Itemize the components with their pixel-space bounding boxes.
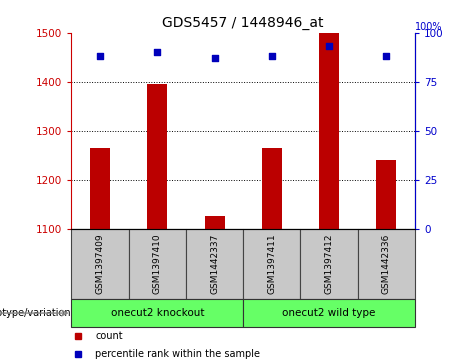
- Text: GSM1397412: GSM1397412: [325, 234, 334, 294]
- Text: GSM1442337: GSM1442337: [210, 234, 219, 294]
- Text: GSM1397410: GSM1397410: [153, 234, 162, 294]
- Text: GSM1397411: GSM1397411: [267, 234, 276, 294]
- Bar: [129, 229, 186, 299]
- Text: 100%: 100%: [415, 22, 443, 32]
- Text: GSM1397409: GSM1397409: [95, 234, 105, 294]
- Bar: [301, 229, 358, 299]
- Text: onecut2 knockout: onecut2 knockout: [111, 308, 204, 318]
- Point: [325, 44, 333, 49]
- Bar: [205, 216, 225, 229]
- Point: [154, 49, 161, 55]
- Text: genotype/variation: genotype/variation: [0, 308, 71, 318]
- Bar: [358, 229, 415, 299]
- Text: percentile rank within the sample: percentile rank within the sample: [95, 349, 260, 359]
- Text: onecut2 wild type: onecut2 wild type: [282, 308, 376, 318]
- Bar: [243, 229, 301, 299]
- Bar: [71, 229, 129, 299]
- Point: [268, 53, 276, 59]
- Bar: [319, 33, 339, 229]
- Bar: [148, 84, 167, 229]
- Point: [383, 53, 390, 59]
- Text: count: count: [95, 331, 123, 341]
- Title: GDS5457 / 1448946_at: GDS5457 / 1448946_at: [162, 16, 324, 30]
- Point: [211, 55, 218, 61]
- Bar: [71, 299, 243, 327]
- Point: [96, 53, 104, 59]
- Text: GSM1442336: GSM1442336: [382, 234, 391, 294]
- Bar: [262, 148, 282, 229]
- Bar: [243, 299, 415, 327]
- Bar: [376, 160, 396, 229]
- Bar: [90, 148, 110, 229]
- Bar: [186, 229, 243, 299]
